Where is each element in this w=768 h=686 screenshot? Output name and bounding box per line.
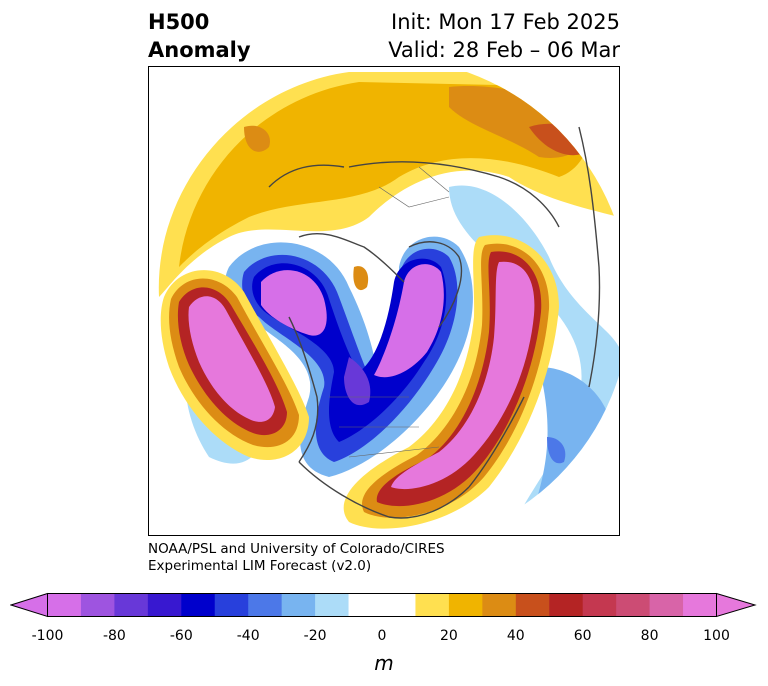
colorbar-segment — [382, 593, 416, 617]
credit-text: NOAA/PSL and University of Colorado/CIRE… — [148, 541, 445, 575]
colorbar-tick-label: -20 — [303, 628, 327, 644]
colorbar-segment — [214, 593, 249, 617]
colorbar-segment — [248, 593, 283, 617]
colorbar — [10, 592, 757, 618]
colorbar-unit: m — [374, 651, 394, 675]
colorbar-segment — [181, 593, 216, 617]
colorbar-tick-label: -80 — [102, 628, 126, 644]
colorbar-extend-max — [716, 592, 757, 618]
anomaly-field — [158, 72, 619, 535]
credit-line-1: NOAA/PSL and University of Colorado/CIRE… — [148, 541, 445, 557]
colorbar-segment — [415, 593, 450, 617]
colorbar-extend-min — [10, 592, 48, 618]
colorbar-segment — [582, 593, 617, 617]
colorbar-segment — [281, 593, 316, 617]
colorbar-tick-label: 80 — [640, 628, 659, 644]
colorbar-segment — [482, 593, 517, 617]
map-panel — [148, 66, 620, 536]
negative-trough — [225, 236, 473, 477]
colorbar-segment — [348, 593, 383, 617]
borders — [329, 166, 450, 458]
colorbar-tick-label: -60 — [169, 628, 193, 644]
map-title: H500 Anomaly — [148, 8, 251, 64]
colorbar-segment — [47, 593, 82, 617]
colorbar-segments — [47, 593, 717, 617]
colorbar-segment — [683, 593, 717, 617]
colorbar-segment — [114, 593, 149, 617]
colorbar-segment — [448, 593, 483, 617]
title-variable: H500 — [148, 10, 210, 34]
map-dates: Init: Mon 17 Feb 2025 Valid: 28 Feb – 06… — [388, 8, 620, 64]
hudson-positive-blob — [353, 266, 369, 291]
colorbar-segment — [80, 593, 115, 617]
colorbar-tick-label: 0 — [377, 628, 387, 644]
colorbar-tick-label: 60 — [573, 628, 592, 644]
polar-map — [149, 67, 619, 535]
init-date: Init: Mon 17 Feb 2025 — [391, 10, 620, 34]
colorbar-tick-label: -100 — [31, 628, 64, 644]
title-type: Anomaly — [148, 38, 251, 62]
valid-dates: Valid: 28 Feb – 06 Mar — [388, 38, 620, 62]
positive-anomaly-atlantic — [343, 235, 559, 529]
colorbar-tick-label: 40 — [506, 628, 525, 644]
colorbar-tick-label: 100 — [703, 628, 730, 644]
colorbar-tick-label: -40 — [236, 628, 260, 644]
colorbar-segment — [147, 593, 182, 617]
credit-line-2: Experimental LIM Forecast (v2.0) — [148, 558, 372, 574]
colorbar-segment — [515, 593, 550, 617]
colorbar-segment — [549, 593, 584, 617]
colorbar-segment — [315, 593, 350, 617]
colorbar-segment — [616, 593, 651, 617]
colorbar-segment — [649, 593, 684, 617]
colorbar-tick-label: 20 — [439, 628, 458, 644]
positive-anomaly-north — [158, 72, 619, 297]
positive-anomaly-pacific — [160, 270, 309, 461]
coastlines — [268, 126, 601, 519]
